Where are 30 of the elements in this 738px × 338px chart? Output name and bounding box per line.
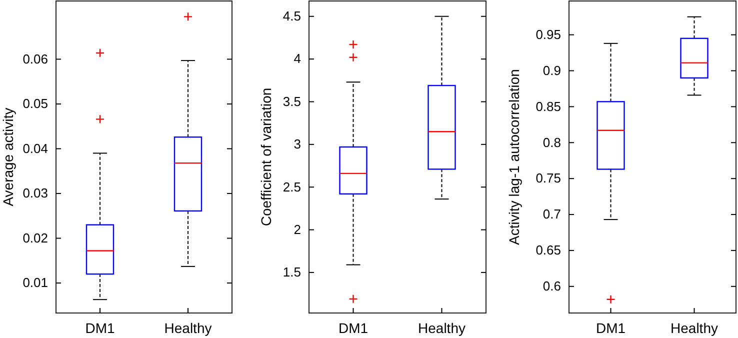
y-tick-label: 4.5	[282, 8, 301, 24]
y-tick-label: 0.06	[22, 51, 48, 66]
y-tick-label: 0.02	[22, 230, 48, 246]
y-tick-label: 0.65	[536, 242, 561, 258]
y-tick-label: 0.75	[536, 170, 561, 186]
y-tick-label: 1.5	[282, 264, 301, 280]
y-tick-label: 0.8	[542, 134, 561, 150]
y-axis-title: Average activity	[0, 108, 16, 206]
x-tick-label: Healthy	[164, 320, 212, 336]
y-tick-label: 2	[294, 222, 301, 237]
y-axis-title: Activity lag-1 autocorrelation	[506, 69, 522, 245]
y-tick-label: 2.5	[282, 179, 301, 194]
x-tick-label: Healthy	[418, 320, 466, 336]
y-tick-label: 0.9	[542, 62, 561, 78]
y-tick-label: 0.04	[22, 140, 48, 156]
y-tick-label: 0.05	[22, 96, 48, 112]
x-tick-label: Healthy	[670, 320, 718, 336]
y-tick-label: 3.5	[282, 94, 301, 109]
y-axis-title: Coefficient of variation	[258, 88, 274, 226]
y-tick-label: 4	[294, 51, 301, 66]
x-tick-label: DM1	[85, 320, 115, 336]
y-tick-label: 0.03	[22, 186, 48, 201]
x-tick-label: DM1	[596, 320, 626, 336]
x-tick-label: DM1	[338, 320, 368, 336]
y-tick-label: 0.6	[542, 278, 561, 294]
y-tick-label: 3	[294, 136, 301, 152]
y-tick-label: 0.7	[542, 206, 561, 222]
y-tick-label: 0.85	[536, 98, 561, 114]
y-tick-label: 0.01	[22, 275, 48, 290]
y-tick-label: 0.95	[536, 26, 561, 42]
